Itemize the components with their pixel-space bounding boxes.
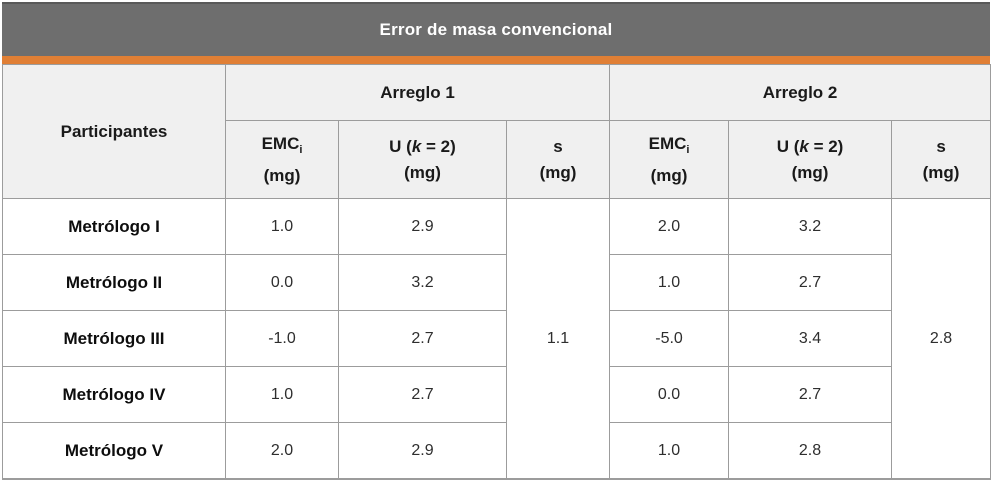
emc-label: EMC	[648, 133, 687, 153]
emc-label: EMC	[261, 133, 300, 153]
table-row: Metrólogo III -1.0 2.7 -5.0 3.4	[2, 310, 991, 367]
u-suffix: = 2)	[808, 136, 844, 156]
table-row: Metrólogo II 0.0 3.2 1.0 2.7	[2, 254, 991, 311]
group-header-arreglo-2: Arreglo 2	[609, 64, 992, 121]
u-suffix: = 2)	[421, 136, 456, 156]
header-sub-row: EMCi (mg) U (k = 2) (mg) s (mg) EMCi (mg) U …	[3, 120, 992, 199]
u-value-a2: 3.4	[728, 310, 893, 367]
u-value-a1: 2.9	[338, 422, 507, 480]
participant-name: Metrólogo II	[2, 254, 226, 311]
u-value-a1: 3.2	[338, 254, 507, 311]
unit-label: (mg)	[539, 162, 577, 182]
unit-label: (mg)	[922, 162, 960, 182]
participant-name: Metrólogo V	[2, 422, 226, 480]
emc-value-a2: 0.0	[609, 366, 730, 423]
emc-value-a2: 1.0	[609, 254, 730, 311]
col-header-emc-arreglo1: EMCi (mg)	[225, 120, 339, 199]
table-title: Error de masa convencional	[379, 20, 613, 39]
mass-error-table: Participantes Arreglo 1 Arreglo 2 EMCi (m…	[2, 64, 992, 480]
col-header-emc-arreglo2: EMCi (mg)	[609, 120, 730, 199]
accent-divider	[2, 56, 990, 64]
emc-value-a1: 1.0	[225, 366, 339, 423]
emc-value-a1: 0.0	[225, 254, 339, 311]
u-k-symbol: k	[411, 136, 422, 156]
u-prefix: U (	[776, 136, 800, 156]
emc-value-a2: 1.0	[609, 422, 730, 480]
u-value-a1: 2.7	[338, 366, 507, 423]
header-group-row: Participantes Arreglo 1 Arreglo 2	[2, 64, 992, 199]
s-value-arreglo1: 1.1	[505, 198, 611, 480]
u-prefix: U (	[389, 136, 412, 156]
u-value-a2: 2.7	[728, 254, 893, 311]
col-header-s-arreglo1: s (mg)	[505, 120, 611, 199]
u-k-symbol: k	[799, 136, 809, 156]
participant-name: Metrólogo III	[2, 310, 226, 367]
emc-value-a2: -5.0	[609, 310, 730, 367]
emc-value-a1: -1.0	[225, 310, 339, 367]
participants-header: Participantes	[2, 64, 226, 199]
u-value-a1: 2.9	[338, 198, 507, 255]
s-value-arreglo2: 2.8	[891, 198, 992, 480]
unit-label: (mg)	[404, 162, 441, 182]
participant-name: Metrólogo I	[2, 198, 226, 255]
u-value-a2: 2.7	[728, 366, 893, 423]
col-header-u-arreglo1: U (k = 2) (mg)	[338, 120, 507, 199]
u-value-a1: 2.7	[338, 310, 507, 367]
table-title-bar: Error de masa convencional	[2, 2, 990, 56]
emc-subscript: i	[686, 143, 690, 156]
group-header-arreglo-1: Arreglo 1	[224, 64, 611, 121]
col-header-s-arreglo2: s (mg)	[891, 120, 992, 199]
unit-label: (mg)	[650, 165, 688, 185]
emc-subscript: i	[299, 143, 303, 156]
unit-label: (mg)	[263, 165, 301, 185]
col-header-u-arreglo2: U (k = 2) (mg)	[728, 120, 893, 199]
u-value-a2: 2.8	[728, 422, 893, 480]
s-label: s	[553, 136, 563, 156]
emc-value-a2: 2.0	[609, 198, 730, 255]
table-row: Metrólogo IV 1.0 2.7 0.0 2.7	[2, 366, 991, 423]
table-row: Metrólogo I 1.0 2.9 1.1 2.0 3.2 2.8	[2, 198, 992, 480]
participant-name: Metrólogo IV	[2, 366, 226, 423]
table-row: Metrólogo V 2.0 2.9 1.0 2.8	[2, 422, 991, 480]
unit-label: (mg)	[791, 162, 829, 182]
emc-value-a1: 1.0	[225, 198, 339, 255]
emc-value-a1: 2.0	[225, 422, 339, 480]
s-label: s	[936, 136, 946, 156]
u-value-a2: 3.2	[728, 198, 893, 255]
